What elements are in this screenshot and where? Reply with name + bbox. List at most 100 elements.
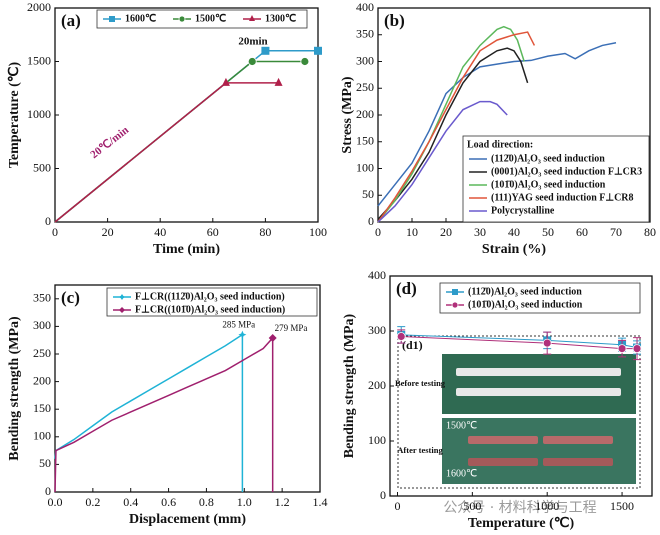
- photo: [442, 418, 636, 484]
- legend-label: (112̄0)Al₂O₃ seed induction: [491, 153, 605, 164]
- legend-label: 1600℃: [125, 13, 156, 24]
- y-axis-title: Temperature (℃): [7, 62, 22, 169]
- x-axis-title: Strain (%): [482, 242, 547, 257]
- x-tick-label: 60: [207, 225, 219, 239]
- y-axis-title: Stress (MPa): [340, 76, 355, 153]
- inset-temp: 1600℃: [446, 468, 477, 479]
- x-tick-label: 1500: [610, 499, 634, 513]
- series-line: [377, 100, 508, 223]
- legend-label: (101̄0)Al₂O₃ seed induction: [491, 179, 606, 190]
- y-tick-label: 350: [356, 27, 374, 41]
- legend-title: Load direction:: [467, 139, 533, 150]
- y-tick-label: 1000: [27, 107, 51, 121]
- series-line: [377, 31, 536, 223]
- x-tick-label: 0.6: [161, 495, 176, 509]
- y-axis-title: Bending strength (MPa): [342, 313, 357, 458]
- photo: [442, 354, 636, 414]
- sample: [456, 368, 621, 376]
- marker: [632, 344, 642, 354]
- y-tick-label: 300: [356, 53, 374, 67]
- x-tick-label: 1000: [535, 499, 559, 513]
- legend-box: [106, 287, 318, 317]
- marker: [452, 289, 458, 295]
- annotation: 20min: [238, 36, 267, 48]
- x-tick-label: 20: [440, 225, 452, 239]
- marker: [396, 332, 406, 341]
- x-tick-label: 0.0: [48, 495, 63, 509]
- y-tick-label: 200: [356, 107, 374, 121]
- y-tick-label: 250: [33, 346, 51, 360]
- panel-label: (a): [61, 11, 81, 30]
- x-tick-label: 0: [375, 225, 381, 239]
- x-tick-label: 1.0: [237, 495, 252, 509]
- marker: [261, 46, 270, 55]
- legend-box: [462, 135, 650, 223]
- legend-label: (0001)Al₂O₃ seed induction F⊥CR3: [491, 166, 642, 177]
- inset-text: After testing: [397, 445, 443, 455]
- y-tick-label: 50: [39, 456, 51, 470]
- legend-box: [96, 9, 308, 29]
- y-tick-label: 150: [33, 401, 51, 415]
- marker: [314, 46, 322, 55]
- marker: [119, 307, 125, 313]
- series-line: [401, 336, 638, 350]
- series-line: [54, 333, 244, 492]
- marker: [451, 301, 459, 309]
- x-tick-label: 30: [474, 225, 486, 239]
- y-tick-label: 0: [380, 488, 386, 502]
- legend-label: (111)YAG seed induction F⊥CR8: [491, 192, 634, 203]
- y-tick-label: 500: [33, 160, 51, 174]
- x-tick-label: 40: [508, 225, 520, 239]
- inset-temp: 1500℃: [446, 420, 477, 431]
- x-tick-label: 60: [576, 225, 588, 239]
- y-tick-label: 100: [356, 160, 374, 174]
- y-tick-label: 300: [368, 323, 386, 337]
- marker: [268, 333, 277, 342]
- series-line: [54, 336, 274, 493]
- y-tick-label: 150: [356, 134, 374, 148]
- legend-label: (112̄0)Al₂O₃ seed induction: [468, 286, 582, 297]
- x-tick-label: 500: [463, 499, 481, 513]
- y-tick-label: 0: [368, 214, 374, 228]
- legend-label: Polycrystalline: [491, 205, 555, 216]
- sample: [456, 388, 621, 396]
- series-line: [54, 50, 318, 223]
- x-tick-label: 0.2: [85, 495, 100, 509]
- y-tick-label: 400: [356, 0, 374, 14]
- inset-label: (d1): [402, 338, 423, 352]
- marker: [238, 330, 247, 339]
- x-tick-label: 0.4: [123, 495, 138, 509]
- panel-label: (d): [396, 279, 417, 298]
- y-tick-label: 300: [33, 318, 51, 332]
- x-tick-label: 50: [542, 225, 554, 239]
- y-tick-label: 2000: [27, 0, 51, 14]
- y-tick-label: 0: [45, 484, 51, 498]
- y-tick-label: 100: [33, 429, 51, 443]
- marker: [617, 344, 627, 354]
- x-tick-label: 40: [154, 225, 166, 239]
- marker: [274, 77, 283, 86]
- y-tick-label: 250: [356, 80, 374, 94]
- series-line: [54, 60, 305, 223]
- sample: [543, 458, 613, 466]
- watermark: 公众号 · 材料科学与工程: [443, 500, 596, 516]
- inset-text: Before testing: [395, 378, 446, 388]
- x-tick-label: 0: [394, 499, 400, 513]
- series-line: [377, 25, 525, 223]
- marker: [542, 338, 552, 348]
- y-tick-label: 400: [368, 268, 386, 282]
- x-tick-label: 100: [309, 225, 327, 239]
- panel-label: (c): [61, 288, 80, 307]
- series-line: [401, 334, 638, 348]
- x-tick-label: 0.8: [199, 495, 214, 509]
- y-tick-label: 1500: [27, 53, 51, 67]
- x-tick-label: 20: [102, 225, 114, 239]
- y-tick-label: 200: [368, 378, 386, 392]
- legend-label: 1500℃: [195, 13, 226, 24]
- sample: [468, 436, 538, 444]
- marker: [300, 57, 310, 66]
- x-axis-title: Displacement (mm): [129, 512, 246, 527]
- x-tick-label: 1.4: [313, 495, 328, 509]
- x-tick-label: 80: [644, 225, 656, 239]
